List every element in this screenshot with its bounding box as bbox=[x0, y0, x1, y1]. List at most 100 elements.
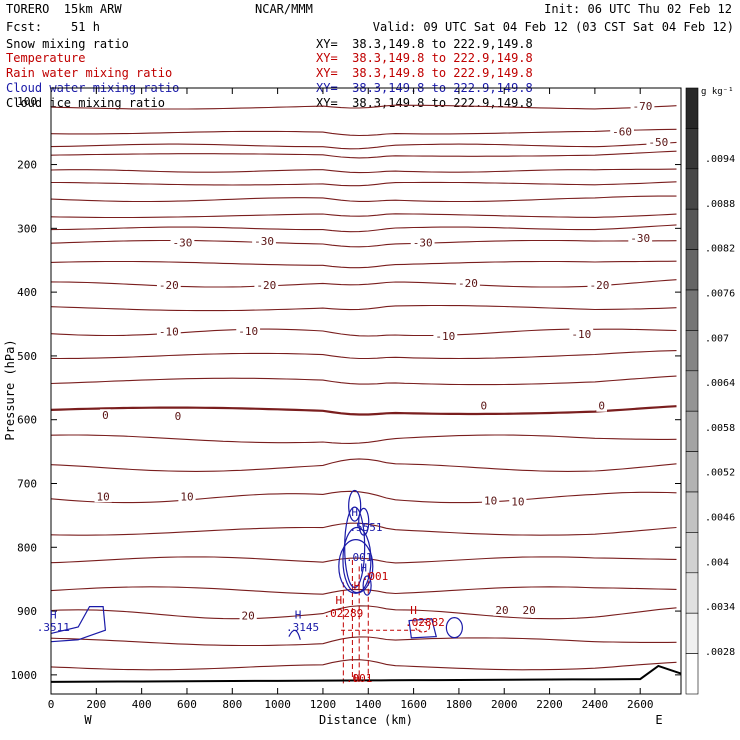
max-marker-label: .001 bbox=[346, 672, 373, 685]
isotherm-label-box bbox=[170, 236, 195, 249]
isotherm-label-box bbox=[478, 399, 490, 412]
colorbar-label: .0088 bbox=[705, 199, 735, 210]
cloud-water-contour bbox=[344, 506, 366, 589]
isotherm-label-box bbox=[509, 495, 527, 508]
colorbar-label: .0064 bbox=[705, 378, 735, 389]
x-tick-label: 1200 bbox=[310, 698, 337, 711]
max-marker-label: H bbox=[50, 608, 57, 621]
y-tick-label: 400 bbox=[17, 286, 37, 299]
y-tick-label-top: 100 bbox=[17, 95, 37, 108]
isotherm-label: 10 bbox=[96, 490, 109, 503]
max-marker-label: .3145 bbox=[286, 621, 319, 634]
y-tick-label: 1000 bbox=[11, 669, 38, 682]
colorbar-cell bbox=[685, 491, 699, 533]
rain-water-contour bbox=[415, 621, 431, 633]
isotherm-line bbox=[50, 659, 677, 671]
isotherm-label-box bbox=[520, 603, 538, 616]
isotherm-label-box bbox=[482, 494, 500, 507]
isotherm-label: 20 bbox=[242, 610, 255, 623]
colorbar-label: .0028 bbox=[705, 647, 735, 658]
isotherm-line bbox=[50, 150, 677, 159]
isotherm-line bbox=[50, 434, 677, 444]
isotherm-label: 10 bbox=[484, 495, 497, 508]
isotherm-label: -20 bbox=[256, 279, 276, 292]
forecast-hour: Fcst: 51 h bbox=[6, 20, 100, 34]
isotherm-label: 0 bbox=[481, 400, 488, 413]
isotherm-label: 10 bbox=[180, 490, 193, 503]
isotherm-label-box bbox=[628, 231, 653, 244]
x-tick-label: 1000 bbox=[264, 698, 291, 711]
isotherm-label: 0 bbox=[175, 410, 182, 423]
legend-cloudice-name: Cloud ice mixing ratio bbox=[6, 96, 165, 110]
max-marker-label: H bbox=[351, 506, 358, 519]
isotherm-line bbox=[50, 490, 677, 504]
isotherm-line bbox=[50, 405, 677, 416]
colorbar-label: .0058 bbox=[705, 423, 735, 434]
legend-rain-name: Rain water mixing ratio bbox=[6, 66, 173, 80]
max-marker-label: H bbox=[354, 580, 361, 593]
colorbar-cell bbox=[685, 208, 699, 250]
max-marker-label: H bbox=[354, 672, 361, 685]
isotherm-label-box bbox=[569, 328, 594, 341]
colorbar-units: g kg⁻¹ bbox=[701, 87, 734, 97]
isotherm-label-box bbox=[493, 603, 511, 616]
colorbar-cell bbox=[685, 451, 699, 493]
y-tick-label: 700 bbox=[17, 477, 37, 490]
plot-frame bbox=[50, 87, 682, 695]
max-marker-label: .5551 bbox=[349, 521, 382, 534]
legend-snow-name: Snow mixing ratio bbox=[6, 37, 129, 51]
isotherm-line bbox=[50, 304, 677, 312]
isotherm-label-box bbox=[172, 409, 184, 422]
model-title: TORERO 15km ARW bbox=[6, 2, 122, 16]
isotherm-line bbox=[50, 141, 677, 150]
isotherm-label: -10 bbox=[159, 326, 179, 339]
colorbar-label: .0046 bbox=[705, 513, 735, 524]
isotherm-label: -30 bbox=[630, 232, 650, 245]
max-marker-label: .001 bbox=[346, 551, 373, 564]
colorbar-cell bbox=[685, 572, 699, 614]
x-tick-label: 600 bbox=[177, 698, 197, 711]
max-marker-label: H bbox=[360, 562, 367, 575]
x-tick-label: 2600 bbox=[627, 698, 654, 711]
x-axis-label: Distance (km) bbox=[319, 713, 413, 727]
y-tick-label: 200 bbox=[17, 159, 37, 172]
colorbar-label: .0076 bbox=[705, 288, 735, 299]
y-tick-label: 500 bbox=[17, 350, 37, 363]
colorbar-cell bbox=[685, 370, 699, 412]
colorbar-cell bbox=[685, 87, 699, 129]
legend-cloudwater-name: Cloud water mixing ratio bbox=[6, 81, 180, 95]
isotherm-label-box bbox=[596, 399, 607, 412]
isotherm-label: 10 bbox=[511, 495, 524, 508]
terrain-line bbox=[50, 664, 682, 683]
cloud-water-contour bbox=[338, 539, 374, 594]
isotherm-label-box bbox=[156, 279, 181, 292]
isotherm-label: 20 bbox=[523, 604, 536, 617]
colorbar-cell bbox=[685, 330, 699, 372]
isotherm-label: -70 bbox=[633, 100, 653, 113]
colorbar-cell bbox=[685, 410, 699, 452]
west-label: W bbox=[84, 713, 92, 727]
x-tick-label: 800 bbox=[222, 698, 242, 711]
isotherm-label: -60 bbox=[612, 125, 632, 138]
isotherm-label-box bbox=[456, 277, 480, 290]
isotherm-label: 0 bbox=[102, 409, 109, 422]
cloud-water-contour bbox=[348, 489, 362, 522]
isotherm-label-box bbox=[178, 490, 196, 503]
isotherm-label-box bbox=[94, 490, 112, 503]
isotherm-label-box bbox=[433, 330, 458, 343]
isotherm-line bbox=[50, 239, 677, 248]
x-tick-label: 1400 bbox=[355, 698, 382, 711]
cloud-water-contour bbox=[362, 575, 372, 596]
cloud-water-contour bbox=[445, 617, 463, 639]
x-tick-label: 2200 bbox=[536, 698, 563, 711]
cloud-water-contour bbox=[408, 618, 438, 639]
y-tick-label: 800 bbox=[17, 541, 37, 554]
y-axis-label: Pressure (hPa) bbox=[3, 339, 17, 440]
max-marker-label: .3511 bbox=[37, 621, 70, 634]
isotherm-line bbox=[50, 128, 677, 137]
isotherm-label-box bbox=[254, 279, 279, 292]
colorbar-label: .0052 bbox=[705, 468, 735, 479]
max-marker-label: H bbox=[335, 594, 342, 607]
isotherm-label-box bbox=[587, 279, 612, 292]
isotherm-label: 0 bbox=[598, 400, 605, 413]
